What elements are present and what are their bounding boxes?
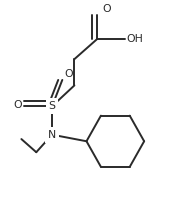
Text: O: O [64, 69, 73, 79]
Text: O: O [102, 4, 111, 14]
Text: O: O [14, 100, 22, 110]
Text: N: N [48, 130, 56, 140]
Text: S: S [49, 101, 56, 111]
Text: OH: OH [126, 34, 143, 44]
